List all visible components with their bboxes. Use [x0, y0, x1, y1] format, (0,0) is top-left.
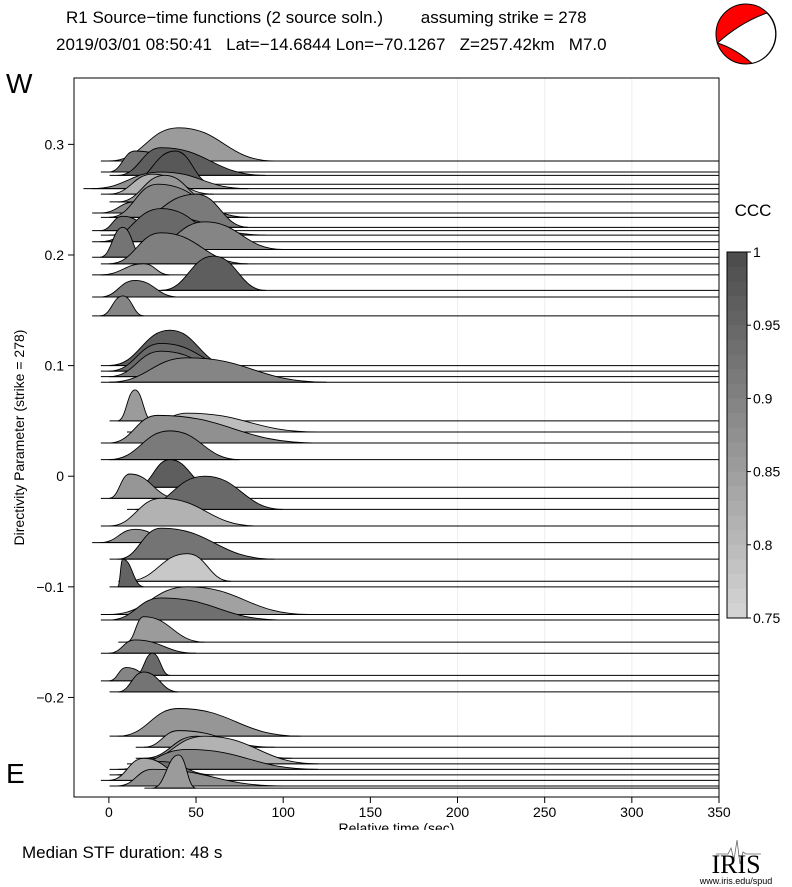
median-duration-label: Median STF duration: 48 s	[22, 843, 223, 862]
colorbar-title: CCC	[735, 201, 772, 220]
stf-wave	[108, 497, 258, 527]
stf-wave	[117, 671, 179, 693]
stf-wave	[117, 527, 275, 560]
stf-wave	[161, 255, 266, 291]
colorbar-step	[727, 383, 747, 399]
stf-wave	[108, 357, 327, 383]
x-axis-label: Relative time (sec)	[339, 820, 455, 830]
y-axis-label: Directivity Parameter (strike = 278)	[11, 330, 27, 546]
stf-wave	[100, 295, 144, 317]
stf-chart: 0 50 100 150 200 250 300 350 Relative time (sec)…	[11, 3, 780, 830]
colorbar-step	[727, 603, 747, 619]
colorbar-step	[727, 369, 747, 385]
stf-wave	[117, 558, 144, 588]
stf-wave	[100, 263, 170, 276]
stf-wave	[117, 708, 301, 737]
colorbar-step	[727, 544, 747, 560]
colorbar-step	[727, 310, 747, 326]
y-tick-label: −0.2	[36, 689, 64, 705]
x-tick-label: 350	[707, 804, 731, 820]
x-tick-label: 0	[105, 804, 113, 820]
colorbar-step	[727, 266, 747, 282]
y-tick-label: 0.1	[45, 358, 65, 374]
colorbar-step	[727, 574, 747, 590]
x-tick-label: 100	[272, 804, 296, 820]
y-tick-label: −0.1	[36, 579, 64, 595]
colorbar-step	[727, 427, 747, 443]
x-tick-label: 250	[533, 804, 557, 820]
y-tick-label: 0	[56, 468, 64, 484]
iris-url-text: www.iris.edu/spud	[699, 876, 773, 886]
colorbar-step	[727, 588, 747, 604]
stf-wave	[152, 754, 197, 789]
x-tick-label: 200	[446, 804, 470, 820]
colorbar-step	[727, 413, 747, 429]
iris-logo: IRIS www.iris.edu/spud	[699, 839, 773, 886]
colorbar-tick-label: 0.95	[753, 317, 780, 333]
stf-wave	[108, 639, 197, 654]
colorbar-step	[727, 456, 747, 473]
colorbar-step	[727, 442, 747, 458]
colorbar-step	[727, 354, 747, 370]
west-label: W	[6, 68, 33, 99]
colorbar-tick-label: 0.85	[753, 464, 780, 480]
colorbar-step	[727, 530, 747, 546]
plot-frame	[73, 77, 720, 798]
stf-wave	[134, 652, 170, 676]
colorbar-step	[727, 515, 747, 531]
x-tick-label: 50	[188, 804, 204, 820]
east-label: E	[6, 758, 25, 789]
colorbar-tick-label: 0.75	[753, 610, 780, 626]
colorbar-step	[727, 500, 747, 517]
iris-logo-text: IRIS	[711, 850, 760, 879]
stf-wave	[126, 616, 205, 643]
stf-wave	[100, 279, 179, 298]
colorbar-step	[727, 559, 747, 575]
colorbar-step	[727, 471, 747, 487]
colorbar-step	[727, 398, 747, 414]
colorbar-tick-label: 0.8	[753, 537, 773, 553]
beachball-white-quadrant	[716, 12, 777, 64]
x-tick-label: 150	[359, 804, 383, 820]
y-tick-label: 0.3	[45, 136, 65, 152]
colorbar-step	[727, 339, 747, 355]
colorbar-tick-label: 0.9	[753, 390, 773, 406]
chart-title-line1: R1 Source−time functions (2 source soln.…	[66, 8, 587, 27]
y-tick-label: 0.2	[45, 247, 65, 263]
stf-wave	[126, 553, 231, 582]
colorbar-step	[727, 252, 747, 268]
x-tick-label: 300	[620, 804, 644, 820]
colorbar-step	[727, 486, 747, 502]
colorbar-step	[727, 295, 747, 312]
stf-wave	[108, 597, 284, 621]
stf-wave	[108, 430, 240, 461]
colorbar-step	[727, 281, 747, 297]
chart-title-line2: 2019/03/01 08:50:41 Lat=−14.6844 Lon=−70…	[56, 35, 607, 54]
colorbar-frame	[726, 251, 748, 619]
colorbar-step	[727, 325, 747, 341]
colorbar-tick-label: 1	[753, 244, 761, 260]
